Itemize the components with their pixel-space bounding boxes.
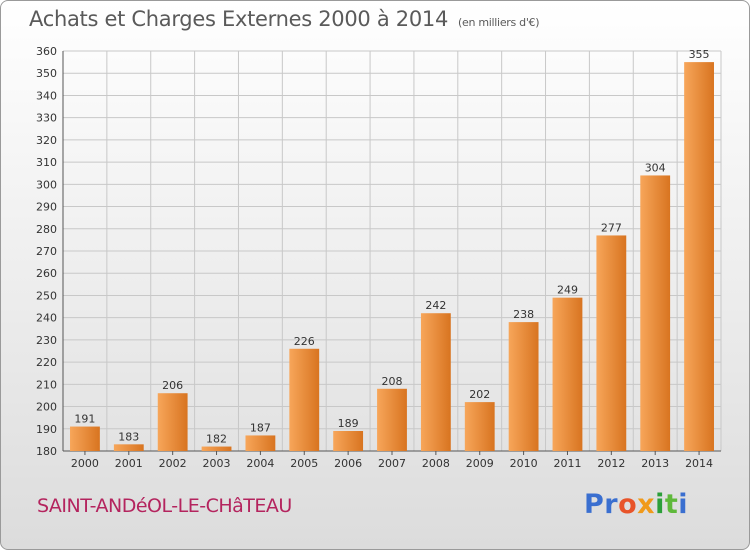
data-label: 189	[338, 417, 359, 430]
bar	[552, 297, 583, 451]
y-tick-label: 230	[36, 334, 57, 347]
chart-title-text: Achats et Charges Externes 2000 à 2014	[29, 7, 449, 31]
x-tick-label: 2001	[115, 457, 143, 470]
y-tick-label: 190	[36, 423, 57, 436]
chart-title: Achats et Charges Externes 2000 à 2014 (e…	[29, 7, 540, 31]
y-tick-label: 300	[36, 178, 57, 191]
x-tick-label: 2000	[71, 457, 99, 470]
bar-layer	[70, 62, 714, 451]
data-label: 187	[250, 421, 271, 434]
y-tick-label: 200	[36, 401, 57, 414]
data-label: 208	[382, 375, 403, 388]
x-tick-label: 2012	[597, 457, 625, 470]
data-label: 242	[425, 299, 446, 312]
data-label: 304	[645, 161, 666, 174]
bar	[157, 393, 188, 451]
bar	[420, 313, 451, 451]
y-tick-label: 250	[36, 289, 57, 302]
data-label: 191	[74, 413, 95, 426]
bar	[684, 62, 714, 451]
bar	[333, 431, 364, 451]
y-tick-label: 260	[36, 267, 57, 280]
logo-letter: i	[655, 489, 665, 520]
logo-letter: x	[637, 489, 656, 520]
data-label: 206	[162, 379, 183, 392]
data-label: 249	[557, 284, 578, 297]
bar	[464, 402, 495, 451]
y-tick-label: 220	[36, 356, 57, 369]
bar	[640, 175, 671, 451]
data-label: 183	[118, 430, 139, 443]
x-tick-label: 2009	[466, 457, 494, 470]
y-tick-label: 210	[36, 378, 57, 391]
y-tick-label: 330	[36, 112, 57, 125]
logo-letter: Pr	[584, 489, 619, 520]
logo-letter: o	[618, 489, 638, 520]
y-tick-label: 290	[36, 201, 57, 214]
x-tick-label: 2014	[685, 457, 713, 470]
y-tick-label: 350	[36, 67, 57, 80]
label-layer: 191 183 206 182 187 226 189 208 242 202 238 249 277 3…	[74, 48, 709, 445]
bar	[596, 235, 627, 451]
logo-letter: i	[678, 489, 689, 520]
data-label: 202	[469, 388, 490, 401]
bar	[245, 435, 276, 451]
bar	[113, 444, 144, 451]
chart-subtitle: (en milliers d'€)	[458, 16, 540, 29]
logo-letter: t	[664, 489, 679, 520]
bar	[201, 446, 232, 451]
data-label: 277	[601, 221, 622, 234]
y-tick-label: 180	[36, 445, 57, 458]
proxiti-logo: Proxiti	[584, 489, 688, 520]
bar	[377, 388, 407, 451]
y-tick-label: 360	[36, 45, 57, 58]
bar	[70, 426, 100, 451]
x-tick-label: 2013	[641, 457, 669, 470]
x-tick-label: 2008	[422, 457, 450, 470]
x-tick-label: 2002	[159, 457, 187, 470]
y-tick-label: 310	[36, 156, 57, 169]
y-tick-label: 270	[36, 245, 57, 258]
data-label: 182	[206, 433, 227, 446]
y-tick-label: 280	[36, 223, 57, 236]
bar	[508, 322, 539, 451]
x-tick-label: 2007	[378, 457, 406, 470]
x-tick-label: 2006	[334, 457, 362, 470]
x-tick-label: 2010	[510, 457, 538, 470]
x-tick-label: 2004	[246, 457, 274, 470]
x-tick-label: 2011	[553, 457, 581, 470]
data-label: 355	[689, 48, 710, 61]
x-tick-label: 2005	[290, 457, 318, 470]
y-tick-label: 320	[36, 134, 57, 147]
data-label: 238	[513, 308, 534, 321]
bar	[289, 348, 320, 451]
commune-name: SAINT-ANDéOL-LE-CHâTEAU	[37, 495, 292, 517]
data-label: 226	[294, 335, 315, 348]
x-tick-label: 2003	[203, 457, 231, 470]
y-tick-label: 240	[36, 312, 57, 325]
y-tick-label: 340	[36, 89, 57, 102]
